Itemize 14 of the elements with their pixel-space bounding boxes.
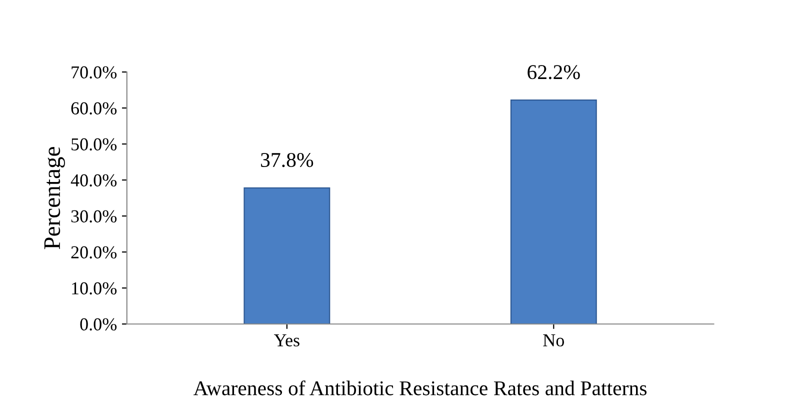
y-tick-label: 10.0% [72, 282, 117, 295]
y-tick-label: 70.0% [72, 66, 117, 79]
y-tick-label: 30.0% [71, 210, 117, 223]
y-tick-label: 50.0% [72, 138, 117, 151]
y-tick-label: 0.0% [80, 318, 117, 331]
data-label: 37.8% [261, 152, 314, 168]
y-tick-label: 20.0% [71, 246, 117, 259]
x-tick-label: No [543, 334, 564, 346]
x-tick-label: Yes [274, 334, 300, 346]
y-tick-label: 40.0% [70, 174, 117, 187]
y-tick-label: 60.0% [71, 102, 117, 115]
y-axis-title: Percentage [44, 147, 65, 250]
data-label: 62.2% [528, 65, 580, 80]
x-axis-title: Awareness of Antibiotic Resistance Rates and Patterns [193, 380, 647, 396]
